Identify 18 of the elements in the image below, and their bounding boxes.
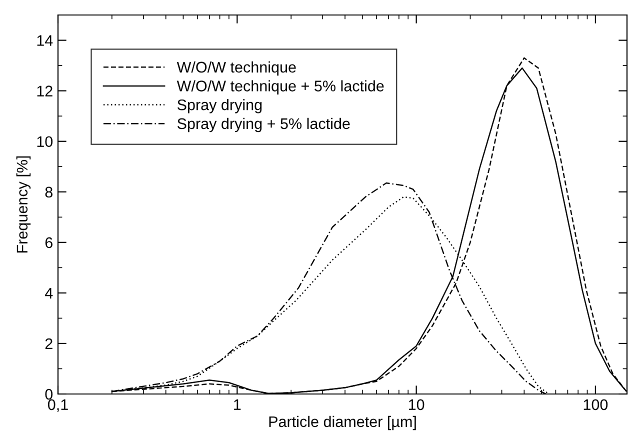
legend-label: W/O/W technique bbox=[176, 61, 296, 76]
x-tick-label: 10 bbox=[408, 399, 424, 410]
y-tick-label: 4 bbox=[44, 288, 53, 298]
x-tick-label: 0,1 bbox=[48, 399, 68, 412]
x-tick-label: 1 bbox=[234, 399, 241, 410]
legend-label: Spray drying + 5% lactide bbox=[177, 118, 350, 132]
y-tick-label: 2 bbox=[45, 338, 52, 349]
y-tick-label: 10 bbox=[37, 136, 53, 148]
y-tick-label: 8 bbox=[45, 186, 52, 198]
x-tick-label: 100 bbox=[584, 399, 608, 410]
y-tick-label: 14 bbox=[37, 35, 53, 46]
y-tick-label: 6 bbox=[45, 237, 52, 248]
legend-label: W/O/W technique + 5% lactide bbox=[176, 80, 384, 94]
x-axis-title: Particle diameter [µm] bbox=[269, 416, 416, 430]
y-tick-label: 12 bbox=[37, 86, 52, 96]
y-axis-title: Frequency [%] bbox=[16, 156, 31, 252]
legend-label: Spray drying bbox=[177, 99, 262, 114]
y-tick-label: 0 bbox=[45, 388, 53, 400]
